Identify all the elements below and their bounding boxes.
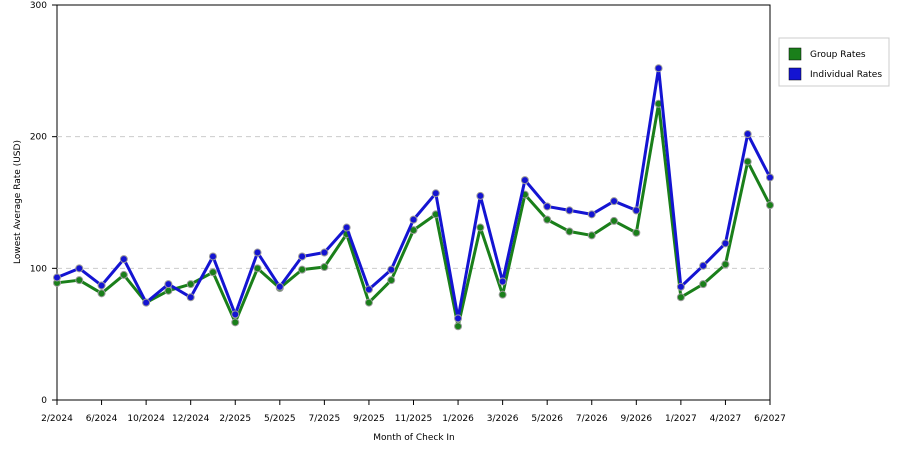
y-tick-label: 100	[30, 264, 47, 274]
point	[186, 293, 195, 302]
x-tick-label: 6/2024	[86, 414, 118, 424]
point	[520, 176, 529, 185]
point	[142, 298, 151, 307]
point	[676, 293, 685, 302]
point	[320, 248, 329, 257]
point	[75, 276, 84, 285]
point	[208, 268, 217, 277]
point	[119, 255, 128, 264]
y-tick-label: 200	[30, 133, 47, 143]
point	[342, 223, 351, 232]
point	[632, 206, 641, 215]
point	[320, 263, 329, 272]
point	[164, 286, 173, 295]
x-tick-label: 5/2025	[264, 414, 296, 424]
point	[454, 322, 463, 331]
point	[476, 191, 485, 200]
point	[164, 280, 173, 289]
point	[454, 314, 463, 323]
point	[676, 282, 685, 291]
x-tick-label: 12/2024	[172, 414, 210, 424]
x-tick-label: 10/2024	[127, 414, 165, 424]
point	[632, 228, 641, 237]
point	[231, 310, 240, 319]
point	[476, 223, 485, 232]
point	[721, 260, 730, 269]
point	[387, 276, 396, 285]
y-axis-label: Lowest Average Rate (USD)	[13, 140, 23, 264]
point	[587, 231, 596, 240]
point	[610, 197, 619, 206]
point	[565, 227, 574, 236]
x-tick-label: 1/2027	[665, 414, 697, 424]
x-tick-label: 7/2026	[576, 414, 608, 424]
legend-swatch	[788, 67, 802, 81]
x-tick-label: 1/2026	[442, 414, 474, 424]
y-tick-label: 0	[41, 396, 47, 406]
point	[275, 282, 284, 291]
point	[409, 215, 418, 224]
x-axis-label: Month of Check In	[373, 433, 455, 443]
y-tick-label: 300	[30, 1, 47, 11]
x-tick-label: 3/2026	[487, 414, 519, 424]
point	[53, 273, 61, 282]
point	[498, 277, 507, 286]
x-tick-label: 6/2027	[754, 414, 786, 424]
point	[253, 248, 262, 257]
point	[721, 239, 730, 248]
point	[766, 201, 774, 210]
point	[699, 261, 708, 270]
point	[743, 157, 752, 166]
point	[543, 202, 552, 211]
legend-label: Group Rates	[810, 50, 866, 60]
point	[298, 265, 307, 274]
point	[654, 64, 663, 73]
x-tick-label: 4/2027	[710, 414, 742, 424]
point	[699, 280, 708, 289]
point	[208, 252, 217, 261]
point	[298, 252, 307, 261]
x-tick-label: 5/2026	[531, 414, 563, 424]
point	[97, 289, 106, 298]
point	[97, 281, 106, 290]
point	[766, 173, 774, 182]
x-tick-label: 7/2025	[309, 414, 341, 424]
x-tick-label: 2/2025	[219, 414, 251, 424]
point	[364, 285, 373, 294]
legend-label: Individual Rates	[810, 70, 882, 80]
point	[543, 215, 552, 224]
point	[498, 290, 507, 299]
point	[743, 130, 752, 139]
point	[186, 280, 195, 289]
point	[119, 270, 128, 279]
x-tick-label: 9/2026	[620, 414, 652, 424]
point	[364, 298, 373, 307]
point	[253, 264, 262, 273]
point	[387, 265, 396, 274]
point	[610, 216, 619, 225]
point	[587, 210, 596, 219]
point	[431, 189, 440, 198]
point	[75, 264, 84, 273]
x-tick-label: 2/2024	[41, 414, 73, 424]
x-tick-label: 11/2025	[395, 414, 432, 424]
point	[231, 318, 240, 327]
plot-area	[56, 4, 771, 401]
legend-swatch	[788, 47, 802, 61]
x-tick-label: 9/2025	[353, 414, 385, 424]
point	[565, 206, 574, 215]
